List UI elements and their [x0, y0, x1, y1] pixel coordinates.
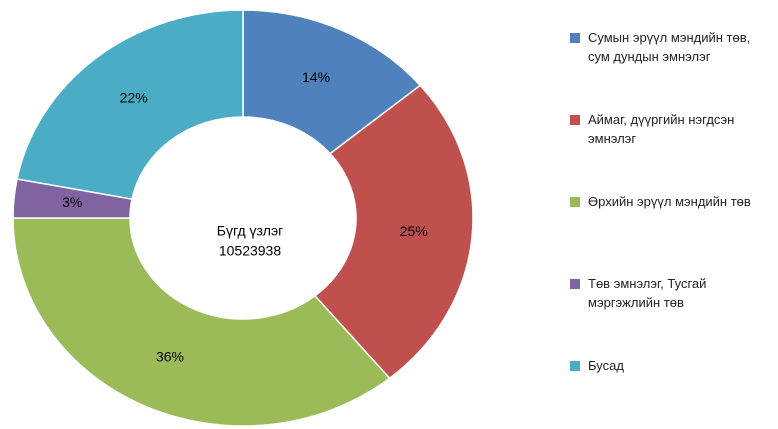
data-label: 36% [156, 348, 184, 364]
legend-item: Өрхийн эрүүл мэндийн төв [570, 192, 770, 274]
data-label: 3% [62, 194, 82, 210]
legend-item: Сумын эрүүл мэндийн төв, сум дундын эмнэ… [570, 28, 770, 110]
legend-item: Бусад [570, 356, 770, 429]
legend-item: Аймаг, дүүргийн нэгдсэн эмнэлэг [570, 110, 770, 192]
legend-swatch [570, 361, 580, 371]
slice [12, 217, 391, 427]
legend-label: Бусад [588, 358, 624, 373]
slice [313, 84, 474, 380]
legend-item: Төв эмнэлэг, Тусгай мэргэжлийн төв [570, 274, 770, 356]
chart: Бүгд үзлэг 10523938 14% 25% 36% 3% 22% [12, 9, 474, 427]
data-label: 22% [120, 90, 148, 106]
center-label: Бүгд үзлэг [217, 223, 283, 239]
slice [242, 9, 422, 155]
legend-swatch [570, 197, 580, 207]
legend: Сумын эрүүл мэндийн төв, сум дундын эмнэ… [570, 28, 770, 429]
data-label: 25% [400, 223, 428, 239]
center-total: 10523938 [219, 243, 282, 259]
legend-label: Өрхийн эрүүл мэндийн төв [588, 194, 751, 209]
legend-swatch [570, 279, 580, 289]
legend-swatch [570, 33, 580, 43]
data-label: 14% [302, 69, 330, 85]
slice [16, 9, 244, 200]
legend-label: Сумын эрүүл мэндийн төв, сум дундын эмнэ… [588, 30, 751, 64]
legend-swatch [570, 115, 580, 125]
legend-label: Аймаг, дүүргийн нэгдсэн эмнэлэг [588, 112, 735, 146]
legend-label: Төв эмнэлэг, Тусгай мэргэжлийн төв [588, 276, 707, 310]
